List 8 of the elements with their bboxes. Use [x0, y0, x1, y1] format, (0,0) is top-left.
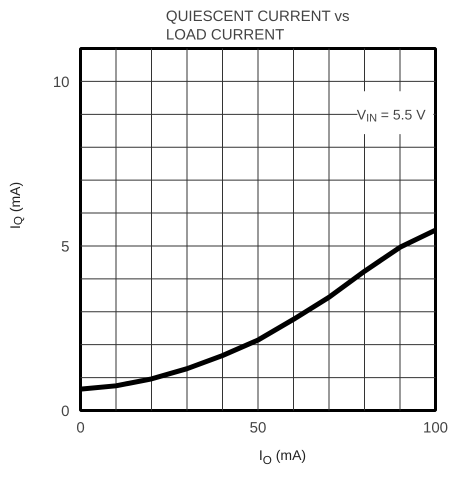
- x-tick-label: 0: [76, 420, 85, 436]
- chart-title: QUIESCENT CURRENT vs LOAD CURRENT: [166, 8, 350, 44]
- x-axis-title: I$_{O}$ (mA): [258, 446, 306, 469]
- y-tick-label: 5: [61, 238, 70, 256]
- y-tick-label: 0: [61, 403, 70, 420]
- y-tick-label: 10: [52, 74, 70, 91]
- x-tick-label: 50: [250, 420, 266, 436]
- x-tick-label: 100: [422, 420, 448, 436]
